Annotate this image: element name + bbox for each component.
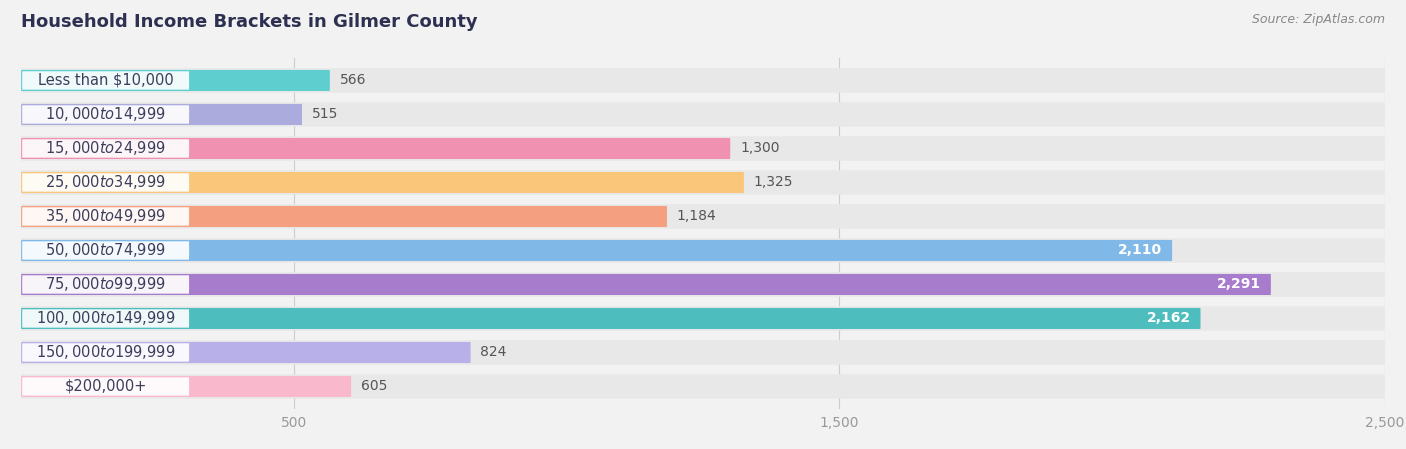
FancyBboxPatch shape (21, 70, 330, 91)
Text: 2,291: 2,291 (1218, 277, 1261, 291)
FancyBboxPatch shape (21, 374, 1385, 399)
FancyBboxPatch shape (22, 207, 190, 226)
FancyBboxPatch shape (21, 342, 471, 363)
Text: $25,000 to $34,999: $25,000 to $34,999 (45, 173, 166, 191)
FancyBboxPatch shape (21, 274, 1271, 295)
Text: 605: 605 (361, 379, 387, 393)
FancyBboxPatch shape (22, 377, 190, 396)
Text: 515: 515 (312, 107, 339, 122)
FancyBboxPatch shape (22, 343, 190, 361)
FancyBboxPatch shape (21, 172, 744, 193)
Text: 2,162: 2,162 (1146, 312, 1191, 326)
FancyBboxPatch shape (22, 173, 190, 192)
Text: $10,000 to $14,999: $10,000 to $14,999 (45, 106, 166, 123)
Text: $15,000 to $24,999: $15,000 to $24,999 (45, 140, 166, 158)
FancyBboxPatch shape (21, 102, 1385, 127)
Text: $75,000 to $99,999: $75,000 to $99,999 (45, 276, 166, 294)
Text: $50,000 to $74,999: $50,000 to $74,999 (45, 242, 166, 260)
Text: $200,000+: $200,000+ (65, 379, 146, 394)
FancyBboxPatch shape (21, 340, 1385, 365)
Text: 1,300: 1,300 (740, 141, 779, 155)
Text: Household Income Brackets in Gilmer County: Household Income Brackets in Gilmer Coun… (21, 13, 478, 31)
FancyBboxPatch shape (21, 138, 730, 159)
FancyBboxPatch shape (21, 306, 1385, 331)
FancyBboxPatch shape (21, 68, 1385, 92)
FancyBboxPatch shape (21, 206, 666, 227)
Text: 1,325: 1,325 (754, 176, 793, 189)
FancyBboxPatch shape (21, 308, 1201, 329)
FancyBboxPatch shape (21, 170, 1385, 195)
FancyBboxPatch shape (21, 272, 1385, 297)
Text: 566: 566 (340, 74, 366, 88)
Text: 2,110: 2,110 (1118, 243, 1163, 257)
FancyBboxPatch shape (22, 275, 190, 294)
Text: Source: ZipAtlas.com: Source: ZipAtlas.com (1251, 13, 1385, 26)
FancyBboxPatch shape (21, 240, 1173, 261)
Text: $100,000 to $149,999: $100,000 to $149,999 (37, 309, 176, 327)
Text: 1,184: 1,184 (676, 210, 717, 224)
FancyBboxPatch shape (21, 104, 302, 125)
FancyBboxPatch shape (22, 241, 190, 260)
Text: $35,000 to $49,999: $35,000 to $49,999 (45, 207, 166, 225)
FancyBboxPatch shape (21, 238, 1385, 263)
Text: $150,000 to $199,999: $150,000 to $199,999 (37, 343, 176, 361)
FancyBboxPatch shape (21, 376, 351, 397)
FancyBboxPatch shape (22, 106, 190, 123)
Text: Less than $10,000: Less than $10,000 (38, 73, 173, 88)
FancyBboxPatch shape (21, 136, 1385, 161)
FancyBboxPatch shape (22, 71, 190, 90)
FancyBboxPatch shape (21, 204, 1385, 229)
FancyBboxPatch shape (22, 309, 190, 328)
Text: 824: 824 (481, 345, 506, 360)
FancyBboxPatch shape (22, 139, 190, 158)
